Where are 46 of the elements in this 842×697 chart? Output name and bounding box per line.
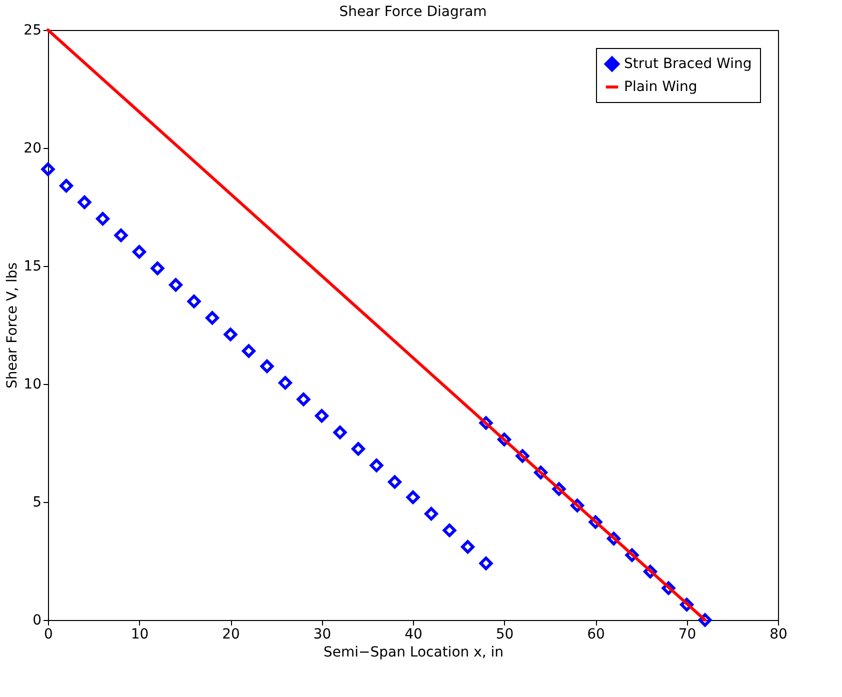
point xyxy=(479,556,493,570)
point xyxy=(352,442,365,456)
x-tick-label: 20 xyxy=(222,626,240,642)
point xyxy=(388,475,402,489)
point xyxy=(315,409,328,423)
chart-title: Shear Force Diagram xyxy=(339,4,487,20)
point xyxy=(150,262,164,276)
x-tick-label: 30 xyxy=(313,626,332,642)
x-tick-label: 0 xyxy=(44,626,53,642)
y-tick-label: 20 xyxy=(24,140,42,156)
point xyxy=(698,613,712,627)
point xyxy=(206,311,219,325)
x-tick-label: 50 xyxy=(496,626,514,642)
point xyxy=(132,245,146,259)
point xyxy=(78,196,92,210)
x-tick-label: 70 xyxy=(678,626,696,642)
legend-label: Plain Wing xyxy=(624,79,698,95)
x-tick-label: 10 xyxy=(130,626,149,642)
point xyxy=(187,294,201,308)
point xyxy=(370,458,384,472)
y-tick-label: 15 xyxy=(24,258,42,274)
point xyxy=(242,344,256,358)
point xyxy=(296,392,310,406)
y-tick-label: 10 xyxy=(24,376,42,392)
point xyxy=(461,540,474,554)
point xyxy=(442,524,456,538)
y-tick-label: 5 xyxy=(32,494,42,510)
point xyxy=(169,278,182,292)
y-tick-label: 25 xyxy=(24,22,42,38)
point xyxy=(333,426,347,440)
legend-label: Strut Braced Wing xyxy=(624,56,752,72)
point xyxy=(224,328,238,342)
x-axis-title: Semi−Span Location x, in xyxy=(323,644,504,660)
y-axis-title: Shear Force V, lbs xyxy=(4,262,21,389)
x-tick-label: 60 xyxy=(587,626,605,642)
point xyxy=(41,162,55,176)
point xyxy=(114,228,128,242)
point xyxy=(60,179,73,193)
point xyxy=(96,212,110,226)
point xyxy=(406,490,420,504)
point xyxy=(424,507,438,521)
x-tick-label: 40 xyxy=(404,626,422,642)
point xyxy=(278,376,292,390)
point xyxy=(260,360,274,374)
x-tick-label: 80 xyxy=(770,626,788,642)
y-tick-label: 0 xyxy=(32,612,42,628)
